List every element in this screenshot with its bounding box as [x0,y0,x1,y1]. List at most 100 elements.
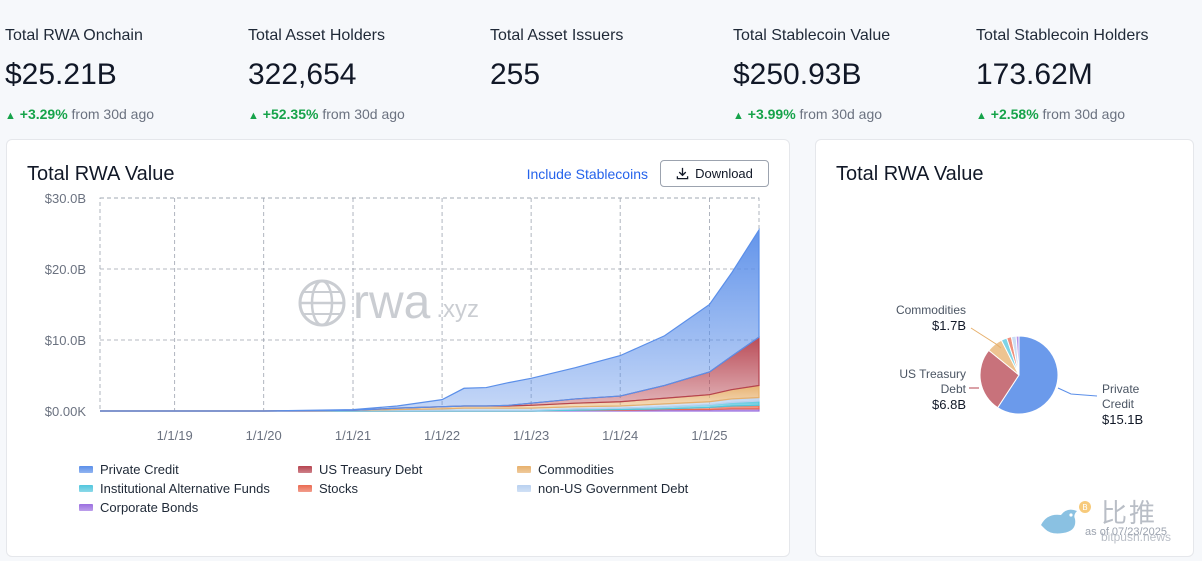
legend-swatch [517,466,531,473]
legend-label: Stocks [319,481,359,496]
rwa-value-chart-card: Total RWA Value Include Stablecoins Down… [6,139,790,557]
legend-swatch [517,485,531,492]
y-tick-label: $30.0B [45,191,86,206]
pie-label-name: Commodities [895,303,966,317]
corner-watermark: B 比推 bitpush.news [1037,493,1171,544]
legend-item-us-treasury-debt[interactable]: US Treasury Debt [298,462,422,477]
svg-text:B: B [1082,503,1088,512]
stat-label: Total Asset Issuers [490,27,624,44]
pie-slice-private-credit[interactable] [996,335,1059,415]
stat-change-percent: +3.29% [19,106,68,122]
y-tick-label: $0.00K [45,404,87,419]
x-tick-label: 1/1/19 [157,428,193,443]
stat-label: Total Asset Holders [248,27,385,44]
chart-title: Total RWA Value [27,163,175,185]
pie-label-commodities: Commodities $1.7B [876,303,966,333]
legend-label: US Treasury Debt [319,462,423,477]
legend-swatch [79,504,93,511]
as-of-date: as of 07/23/2025 [1085,526,1167,538]
watermark-text: rwa [353,276,431,329]
stat-value: 255 [490,58,541,91]
include-stablecoins-toggle[interactable]: Include Stablecoins [526,166,648,182]
leader-line-commodities [970,327,1002,349]
pie-label-private-credit: Private Credit $15.1B [1102,382,1172,427]
stat-change: ▲ +2.58% from 30d ago [976,105,1202,125]
y-tick-label: $20.0B [45,262,86,277]
bird-logo-icon: B [1040,500,1091,533]
legend-swatch [79,485,93,492]
legend-label: Private Credit [100,462,179,477]
stat-value: 173.62M [976,58,1093,91]
chart-legend: Private Credit US Treasury Debt Commoditie… [79,462,779,522]
pie-label-value: $15.1B [1102,412,1144,427]
download-icon [676,167,689,180]
stat-change: ▲ +3.99% from 30d ago [733,105,963,125]
up-triangle-icon: ▲ [976,110,987,122]
x-tick-label: 1/1/23 [513,428,549,443]
legend-label: Corporate Bonds [100,500,199,515]
stat-asset-issuers: Total Asset Issuers 255 [490,26,720,92]
legend-item-institutional-alternative-funds[interactable]: Institutional Alternative Funds [79,481,270,496]
up-triangle-icon: ▲ [248,110,259,122]
stat-change-suffix: from 30d ago [799,106,883,122]
up-triangle-icon: ▲ [5,110,16,122]
pie-chart [969,327,1098,415]
legend-swatch [298,466,312,473]
legend-item-commodities[interactable]: Commodities [517,462,614,477]
stat-change-percent: +3.99% [747,106,796,122]
pie-slice-corporate-bonds[interactable] [1015,335,1020,376]
x-tick-label: 1/1/21 [335,428,371,443]
stat-label: Total Stablecoin Value [733,27,891,44]
globe-icon [298,279,346,326]
legend-swatch [79,466,93,473]
legend-item-corporate-bonds[interactable]: Corporate Bonds [79,500,198,515]
pie-label-value: $6.8B [932,397,966,412]
pie-label-us-treasury: US Treasury Debt $6.8B [876,367,966,412]
corner-watermark-domain: bitpush.news [1100,530,1171,544]
stat-value: 322,654 [248,58,357,91]
stat-value: $25.21B [5,58,117,91]
stat-change-suffix: from 30d ago [71,106,155,122]
stat-change-percent: +2.58% [990,106,1039,122]
legend-item-non-us-government-debt[interactable]: non-US Government Debt [517,481,688,496]
area-series-private-credit [100,227,760,412]
stat-stablecoin-holders: Total Stablecoin Holders 173.62M ▲ +2.58… [976,26,1202,125]
x-tick-label: 1/1/22 [424,428,460,443]
pie-label-name: Private Credit [1102,382,1140,411]
pie-title: Total RWA Value [836,163,984,185]
download-label: Download [695,166,753,181]
corner-watermark-text: 比推 [1100,498,1157,528]
stat-label: Total Stablecoin Holders [976,27,1149,44]
stat-total-rwa: Total RWA Onchain $25.21B ▲ +3.29% from … [5,26,235,125]
rwa-watermark: rwa .xyz [297,275,479,330]
legend-swatch [298,485,312,492]
x-tick-label: 1/1/25 [691,428,727,443]
stats-row: Total RWA Onchain $25.21B ▲ +3.29% from … [0,0,1202,130]
rwa-pie-card: Total RWA Value Commodities $1.7B US Tre… [815,139,1194,557]
legend-item-private-credit[interactable]: Private Credit [79,462,179,477]
stat-stablecoin-value: Total Stablecoin Value $250.93B ▲ +3.99%… [733,26,963,125]
leader-line-private-credit [1057,387,1098,397]
download-button[interactable]: Download [660,160,769,187]
pie-label-value: $1.7B [932,318,966,333]
legend-label: Institutional Alternative Funds [100,481,270,496]
stat-change-suffix: from 30d ago [1042,106,1126,122]
legend-item-stocks[interactable]: Stocks [298,481,358,496]
y-tick-label: $10.0B [45,333,86,348]
stat-change: ▲ +52.35% from 30d ago [248,105,478,125]
pie-slice-us-treasury-debt[interactable] [979,349,1020,409]
legend-label: Commodities [538,462,614,477]
stat-change-percent: +52.35% [262,106,319,122]
stat-change: ▲ +3.29% from 30d ago [5,105,235,125]
up-triangle-icon: ▲ [733,110,744,122]
stat-asset-holders: Total Asset Holders 322,654 ▲ +52.35% fr… [248,26,478,125]
x-tick-label: 1/1/20 [246,428,282,443]
x-tick-label: 1/1/24 [602,428,638,443]
stat-change-suffix: from 30d ago [322,106,405,122]
legend-label: non-US Government Debt [538,481,689,496]
watermark-suffix: .xyz [436,295,480,323]
stat-value: $250.93B [733,58,862,91]
pie-label-name: US Treasury Debt [899,367,966,396]
area-chart: $0.00K $10.0B $20.0B $30.0B 1/1/19 1/1/20 1/1/… [45,191,760,443]
stat-label: Total RWA Onchain [5,27,143,44]
